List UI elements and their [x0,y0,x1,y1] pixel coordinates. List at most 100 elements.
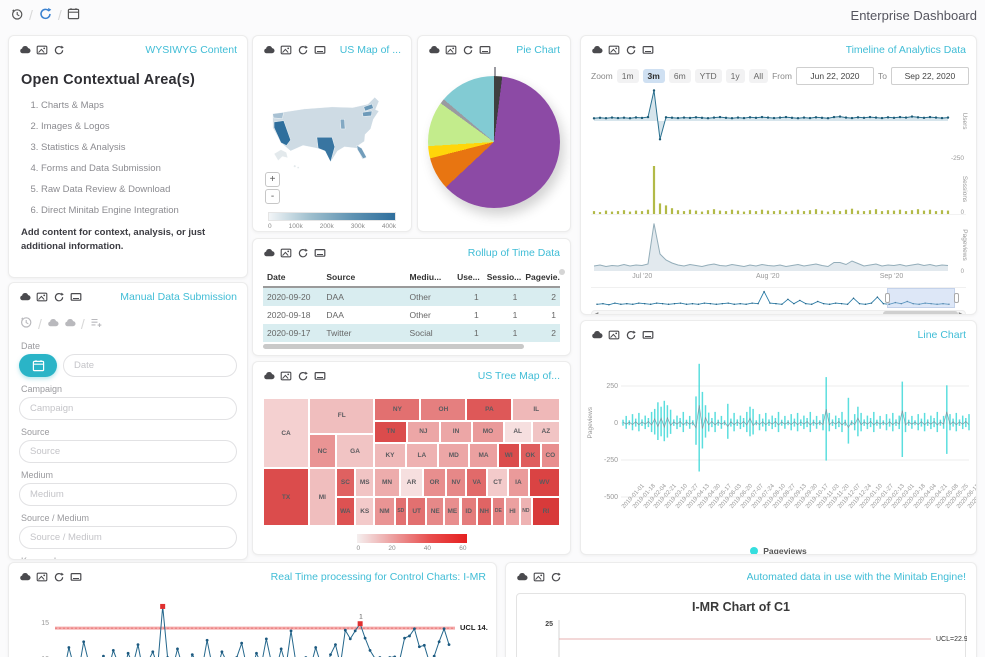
to-date-input[interactable] [890,67,969,85]
scrollbar-thumb[interactable] [882,311,958,314]
zoom-button-6m[interactable]: 6m [668,69,691,83]
treemap-cell-ID[interactable]: ID [460,496,477,526]
control-chart[interactable]: Loading Torque (oz- 1510UCL 14.2801 [19,589,496,657]
column-header[interactable]: Sessio... [482,269,522,288]
zoom-button-1y[interactable]: 1y [725,69,745,83]
column-header[interactable]: Use... [453,269,483,288]
zoom-button-1m[interactable]: 1m [616,69,639,83]
image-icon[interactable] [280,370,292,382]
screen-icon[interactable] [70,571,82,583]
treemap-cell-RI[interactable]: RI [531,496,560,526]
us-map[interactable]: + - [263,62,401,212]
treemap-cell-VA[interactable]: VA [466,468,488,497]
timeline-navigator[interactable] [591,287,966,309]
refresh-icon[interactable] [297,247,309,259]
cloud-icon[interactable] [263,44,275,56]
treemap-cell-LA[interactable]: LA [405,442,439,469]
zoom-button-ytd[interactable]: YTD [694,69,722,83]
map-zoom-in-button[interactable]: + [265,172,280,187]
cloud-icon[interactable] [591,329,603,341]
column-header[interactable]: Date [263,269,323,288]
medium-input[interactable] [19,483,237,506]
calendar-icon[interactable] [67,7,80,25]
refresh-icon[interactable] [53,44,65,56]
source-medium-input[interactable] [19,526,237,549]
treemap-cell-IN[interactable]: IN [439,421,473,443]
cloud-icon[interactable] [263,370,275,382]
imr-chart[interactable]: Individual Value 252015UCL=22.91X̄=14.64… [517,616,972,657]
screen-icon[interactable] [70,291,82,303]
table-row[interactable]: 2020-09-17 Twitter Social 1 1 2 [263,324,560,342]
cloud-icon[interactable] [19,44,31,56]
treemap-cell-WV[interactable]: WV [528,468,560,497]
treemap-cell-SD[interactable]: SD [394,496,408,526]
refresh-icon[interactable] [625,329,637,341]
treemap-cell-NE[interactable]: NE [426,496,445,526]
source-input[interactable] [19,440,237,463]
image-icon[interactable] [36,571,48,583]
treemap-cell-NH[interactable]: NH [476,496,492,526]
refresh-icon[interactable] [625,44,637,56]
treemap-cell-NY[interactable]: NY [374,398,421,422]
treemap-cell-WI[interactable]: WI [497,442,520,469]
treemap-cell-PA[interactable]: PA [466,398,513,422]
treemap-cell-NM[interactable]: NM [374,496,395,526]
chevron-right-icon[interactable] [549,355,560,356]
treemap-cell-MI[interactable]: MI [309,468,336,526]
sessions-chart[interactable]: Sessions 0 [591,163,968,216]
treemap-cell-MO[interactable]: MO [472,421,504,443]
treemap-cell-NJ[interactable]: NJ [407,421,440,443]
users-chart[interactable]: Users -250 [591,89,968,162]
chevron-left-icon[interactable] [531,355,542,356]
screen-icon[interactable] [314,370,326,382]
treemap-cell-MS[interactable]: MS [355,468,375,497]
treemap-cell-AL[interactable]: AL [503,421,532,443]
cloud-icon[interactable] [516,571,528,583]
cloud-icon[interactable] [19,291,31,303]
treemap-cell-ME[interactable]: ME [444,496,461,526]
screen-icon[interactable] [314,44,326,56]
pageviews-chart[interactable]: Pageviews 0 [591,217,968,275]
treemap-cell-ND[interactable]: ND [519,496,532,526]
refresh-icon[interactable] [53,571,65,583]
image-icon[interactable] [280,44,292,56]
treemap-cell-KY[interactable]: KY [374,442,406,469]
cloud-icon[interactable] [19,571,31,583]
table-row[interactable]: 2020-09-18 DAA Other 1 1 1 [263,306,560,324]
date-picker-button[interactable] [19,354,57,377]
cloud-icon[interactable] [47,316,59,334]
image-icon[interactable] [36,291,48,303]
treemap-cell-CA[interactable]: CA [263,398,310,469]
table-row[interactable]: 2020-09-20 DAA Other 1 1 2 [263,287,560,306]
treemap-cell-UT[interactable]: UT [407,496,427,526]
refresh-icon[interactable] [462,44,474,56]
treemap-cell-HI[interactable]: HI [505,496,520,526]
scroll-left-arrow[interactable]: ◀ [593,311,599,315]
refresh-icon[interactable] [53,291,65,303]
navigator-handle-left[interactable] [885,293,891,303]
treemap-cell-MN[interactable]: MN [374,468,400,497]
treemap-cell-TN[interactable]: TN [374,421,408,443]
treemap-cell-CO[interactable]: CO [540,442,560,469]
image-icon[interactable] [445,44,457,56]
screen-icon[interactable] [642,329,654,341]
screen-icon[interactable] [642,44,654,56]
treemap-cell-FL[interactable]: FL [309,398,375,434]
image-icon[interactable] [608,329,620,341]
treemap-cell-OH[interactable]: OH [420,398,467,422]
line-chart-legend[interactable]: Pageviews [591,546,966,554]
image-icon[interactable] [533,571,545,583]
treemap-cell-NV[interactable]: NV [445,468,467,497]
refresh-icon[interactable] [297,370,309,382]
treemap-chart[interactable]: CA TX FL NC GA MI SC MS WA KS NY OH PA IL TN NJ IN MO AL AZ… [263,398,560,526]
cloud-icon[interactable] [591,44,603,56]
table-vscroll-dot[interactable] [559,269,565,275]
treemap-cell-WA[interactable]: WA [335,496,356,526]
treemap-cell-GA[interactable]: GA [335,433,375,469]
treemap-cell-NC[interactable]: NC [309,433,336,469]
column-header[interactable]: Mediu... [405,269,454,288]
treemap-cell-AZ[interactable]: AZ [531,421,560,443]
history-icon[interactable] [19,315,33,334]
cloud-icon[interactable] [428,44,440,56]
pie-circle[interactable] [428,76,560,208]
